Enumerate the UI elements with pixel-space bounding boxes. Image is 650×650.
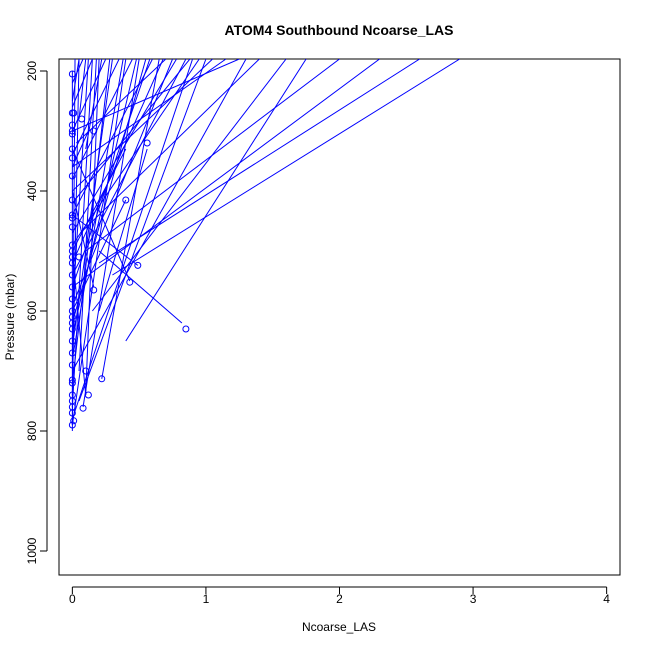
- data-point: [84, 391, 92, 399]
- data-point: [68, 325, 76, 333]
- series-line-segment: [71, 59, 191, 204]
- series-line-segment: [71, 59, 80, 102]
- series-line-segment: [72, 59, 240, 132]
- series-line-segment: [74, 59, 173, 300]
- data-point: [68, 223, 76, 231]
- data-point: [98, 375, 106, 383]
- series-line-segment: [98, 59, 420, 264]
- data-point: [68, 379, 76, 387]
- data-point: [68, 172, 76, 180]
- y-tick-label: 800: [25, 421, 39, 441]
- series-line-segment: [125, 59, 307, 342]
- data-point: [68, 283, 76, 291]
- series-line-segment: [71, 59, 194, 420]
- series-line-segment: [98, 250, 183, 324]
- y-tick-label: 1000: [25, 537, 39, 564]
- data-point: [90, 286, 98, 294]
- series-line-segment: [82, 59, 140, 408]
- series-line-segment: [72, 214, 139, 266]
- data-point: [78, 115, 86, 123]
- series-line-segment: [72, 59, 380, 288]
- data-point: [90, 127, 98, 135]
- data-point: [70, 109, 78, 117]
- data-point: [68, 295, 76, 303]
- data-point: [68, 409, 76, 417]
- series-line-segment: [71, 59, 127, 426]
- data-point: [70, 417, 78, 425]
- data-point: [68, 361, 76, 369]
- data-point: [182, 325, 190, 333]
- x-tick-label: 2: [336, 592, 343, 606]
- x-tick-label: 4: [603, 592, 610, 606]
- series-line-segment: [72, 59, 227, 168]
- data-point: [68, 145, 76, 153]
- series-line-segment: [71, 148, 127, 252]
- series-line-segment: [71, 59, 93, 108]
- x-axis: 0 1 2 3 4: [69, 586, 610, 606]
- series-line-segment: [71, 199, 127, 312]
- plot-frame: [58, 58, 621, 576]
- series-line-segment: [112, 59, 460, 276]
- series-line-segment: [71, 59, 187, 276]
- data-point: [68, 271, 76, 279]
- y-tick-label: 600: [25, 301, 39, 321]
- data-point: [68, 421, 76, 429]
- data-point: [68, 130, 76, 138]
- x-axis-label: Ncoarse_LAS: [302, 620, 376, 634]
- data-point: [79, 404, 87, 412]
- series-line-segment: [71, 59, 247, 372]
- series-line-segment: [78, 59, 207, 402]
- series-line-segment: [78, 59, 87, 120]
- data-point: [68, 214, 76, 222]
- y-axis-label: Pressure (mbar): [3, 274, 17, 361]
- series-line-segment: [71, 250, 87, 396]
- series-line-segment: [71, 59, 120, 156]
- data-point: [126, 278, 134, 286]
- y-tick-label: 200: [25, 61, 39, 81]
- series-line-segment: [71, 190, 95, 288]
- data-point: [68, 127, 76, 135]
- data-point: [68, 154, 76, 162]
- x-tick-label: 1: [203, 592, 210, 606]
- data-point: [68, 337, 76, 345]
- data-point: [122, 196, 130, 204]
- series-line-segment: [98, 148, 148, 312]
- data-point: [75, 253, 83, 261]
- data-point: [82, 367, 90, 375]
- series-line-segment: [71, 59, 93, 408]
- x-tick-label: 0: [69, 592, 76, 606]
- y-tick-label: 400: [25, 181, 39, 201]
- data-point: [68, 259, 76, 267]
- series-line-segment: [71, 59, 124, 360]
- data-point: [68, 211, 76, 219]
- data-point: [134, 261, 142, 269]
- plot-area: [68, 59, 460, 432]
- series-line-segment: [71, 59, 177, 234]
- x-tick-label: 3: [470, 592, 477, 606]
- data-point: [143, 139, 151, 147]
- y-axis: 200 400 600 800 1000: [25, 61, 48, 564]
- data-point: [68, 196, 76, 204]
- series-line-segment: [71, 59, 84, 84]
- series-line-segment: [78, 59, 97, 372]
- series-line-segment: [71, 59, 200, 246]
- data-point: [68, 376, 76, 384]
- series-line-segment: [71, 59, 153, 216]
- series-line-segment: [71, 148, 131, 282]
- chart-title: ATOM4 Southbound Ncoarse_LAS: [225, 22, 454, 38]
- series-line-segment: [71, 130, 89, 168]
- data-point: [68, 349, 76, 357]
- series-line-segment: [71, 59, 164, 264]
- data-point: [68, 70, 76, 78]
